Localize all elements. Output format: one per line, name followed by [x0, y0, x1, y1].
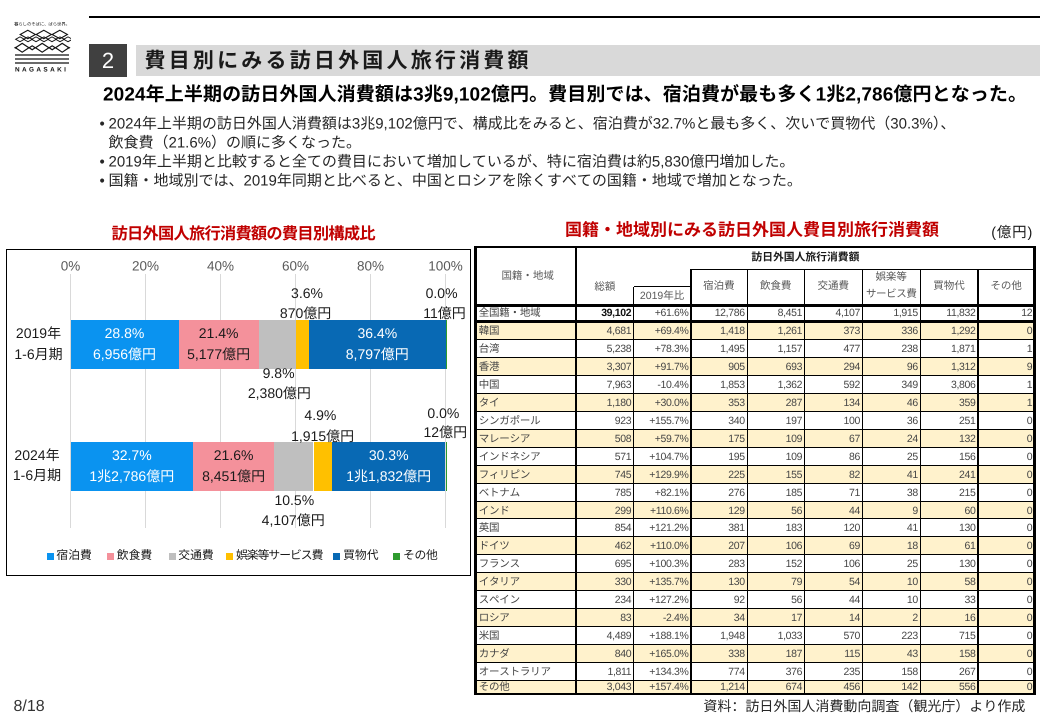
svg-text:暮らしのそばに、ばら世界。: 暮らしのそばに、ばら世界。: [14, 21, 70, 27]
svg-text:NAGASAKI: NAGASAKI: [15, 66, 68, 73]
